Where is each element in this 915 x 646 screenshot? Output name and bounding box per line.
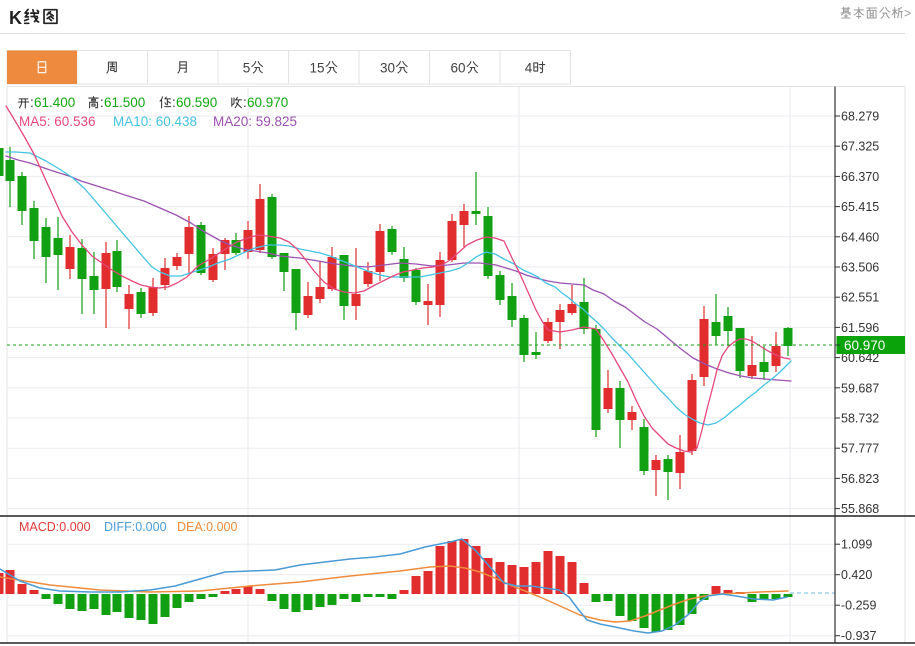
svg-text:63.506: 63.506 bbox=[841, 261, 879, 275]
svg-text:61.596: 61.596 bbox=[841, 321, 879, 335]
svg-text:64.460: 64.460 bbox=[841, 230, 879, 244]
svg-text:62.551: 62.551 bbox=[841, 291, 879, 305]
svg-text:61.500: 61.500 bbox=[104, 95, 145, 110]
svg-text:30: 30 bbox=[380, 60, 395, 75]
svg-text::: : bbox=[30, 95, 34, 110]
svg-text::: : bbox=[100, 95, 104, 110]
svg-text:67.325: 67.325 bbox=[841, 140, 879, 154]
svg-text:56.823: 56.823 bbox=[841, 472, 879, 486]
svg-text:MA10: 60.438: MA10: 60.438 bbox=[113, 114, 197, 129]
svg-text:59.687: 59.687 bbox=[841, 381, 879, 395]
svg-text:MA5: 60.536: MA5: 60.536 bbox=[19, 114, 96, 129]
svg-text:DIFF:0.000: DIFF:0.000 bbox=[104, 520, 167, 534]
svg-text:57.777: 57.777 bbox=[841, 442, 879, 456]
svg-text:-0.937: -0.937 bbox=[841, 629, 876, 643]
svg-text:58.732: 58.732 bbox=[841, 412, 879, 426]
svg-text::: : bbox=[243, 95, 247, 110]
svg-text:60.970: 60.970 bbox=[247, 95, 288, 110]
svg-text:5: 5 bbox=[243, 60, 251, 75]
svg-text:-0.259: -0.259 bbox=[841, 599, 876, 613]
svg-text:MACD:0.000: MACD:0.000 bbox=[19, 520, 91, 534]
svg-text:65.415: 65.415 bbox=[841, 200, 879, 214]
svg-text:K: K bbox=[9, 8, 22, 28]
svg-text::: : bbox=[172, 95, 176, 110]
svg-text:MA20: 59.825: MA20: 59.825 bbox=[213, 114, 297, 129]
svg-text:68.279: 68.279 bbox=[841, 110, 879, 124]
svg-text:0.420: 0.420 bbox=[841, 568, 872, 582]
svg-text:66.370: 66.370 bbox=[841, 170, 879, 184]
svg-text:61.400: 61.400 bbox=[34, 95, 75, 110]
svg-text:DEA:0.000: DEA:0.000 bbox=[177, 520, 238, 534]
svg-text:60.590: 60.590 bbox=[176, 95, 217, 110]
svg-text:60: 60 bbox=[451, 60, 466, 75]
svg-text:1.099: 1.099 bbox=[841, 538, 872, 552]
svg-text:55.868: 55.868 bbox=[841, 502, 879, 516]
svg-text:4: 4 bbox=[525, 60, 533, 75]
svg-text:15: 15 bbox=[310, 60, 325, 75]
svg-text:>: > bbox=[904, 7, 911, 21]
svg-text:60.642: 60.642 bbox=[841, 351, 879, 365]
svg-text:60.970: 60.970 bbox=[844, 338, 885, 353]
